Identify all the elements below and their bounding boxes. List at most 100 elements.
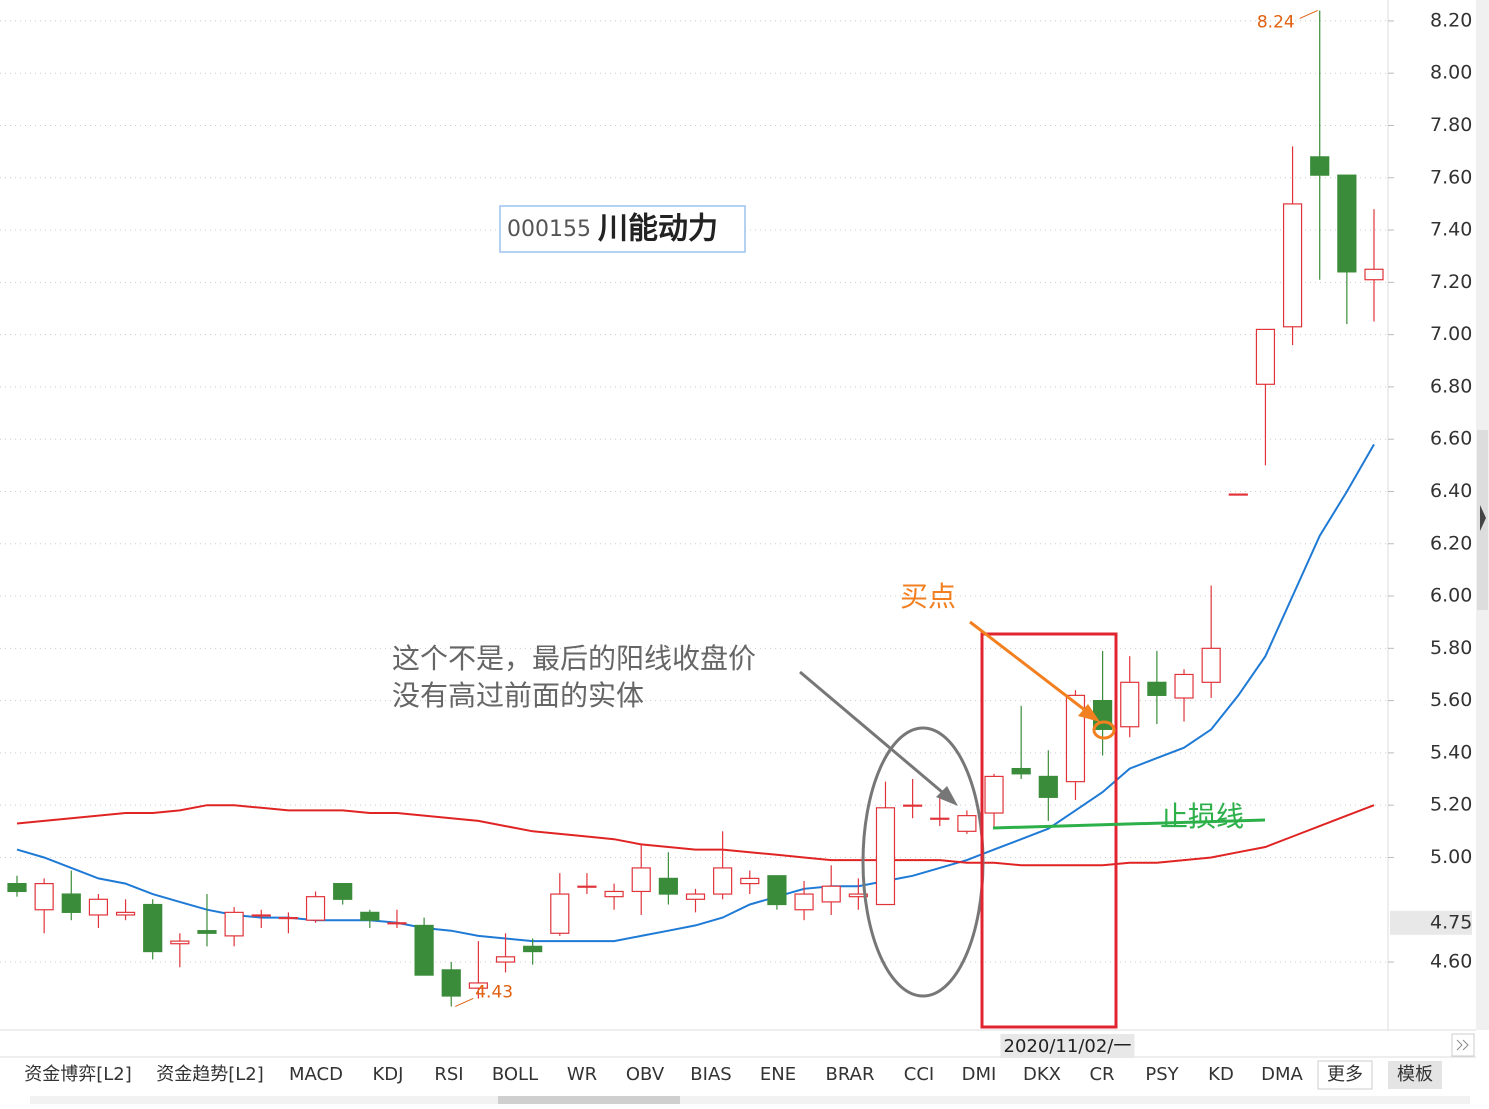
indicator-tab[interactable]: BIAS	[690, 1064, 731, 1085]
indicator-tab[interactable]: PSY	[1145, 1064, 1179, 1085]
template-button[interactable]	[1388, 1061, 1442, 1089]
candle-body	[495, 956, 516, 963]
candle-body	[305, 896, 326, 921]
candle-body	[1282, 203, 1303, 328]
indicator-tab[interactable]: 资金博弈[L2]	[24, 1064, 132, 1085]
more-label[interactable]: 更多	[1327, 1064, 1363, 1085]
candle-body	[794, 893, 814, 911]
note-text: 没有高过前面的实体	[392, 679, 644, 712]
annotation-arrow	[799, 670, 949, 799]
min-label: 4.43	[475, 982, 513, 1002]
stop-loss-line	[992, 818, 1266, 830]
x-tick-label: 2020/11/02/一	[1004, 1036, 1132, 1057]
stock-code: 000155	[507, 217, 591, 242]
indicator-tab[interactable]: KDJ	[373, 1064, 404, 1085]
candle-body	[713, 867, 733, 895]
buy-arrow	[969, 620, 1091, 716]
candle-body	[821, 885, 841, 903]
candle-body	[740, 877, 760, 885]
more-button[interactable]	[1317, 1060, 1373, 1090]
candle-body	[115, 911, 136, 916]
annotation-box	[980, 632, 1118, 1029]
y-tick-label: 7.20	[1430, 271, 1472, 293]
y-tick-label: 7.00	[1430, 323, 1472, 345]
note-text: 这个不是，最后的阳线收盘价	[392, 642, 756, 675]
candle-body	[61, 893, 81, 913]
candle-body	[523, 945, 543, 953]
arrowhead	[1078, 704, 1100, 722]
candle-body	[930, 817, 950, 820]
candle-body	[1065, 694, 1086, 783]
y-tick-label: 8.00	[1430, 62, 1472, 84]
candle-body	[631, 867, 651, 893]
candle-body	[34, 883, 54, 911]
indicator-tab[interactable]: KD	[1208, 1064, 1234, 1085]
candle-body	[1120, 681, 1140, 728]
y-tick-label: 6.00	[1430, 585, 1472, 607]
candle-body	[414, 924, 434, 976]
moving-average	[16, 804, 1375, 867]
buy-point-label: 买点	[900, 580, 956, 613]
indicator-tab[interactable]: 资金趋势[L2]	[156, 1064, 264, 1085]
price-marker: 4.75	[1430, 911, 1472, 933]
template-label[interactable]: 模板	[1397, 1064, 1433, 1085]
plot	[7, 10, 1384, 1007]
candle-body	[658, 877, 678, 895]
h-scroll-thumb[interactable]	[498, 1096, 680, 1104]
candle-body	[848, 893, 868, 898]
y-tick-label: 7.40	[1430, 219, 1472, 241]
indicator-tab[interactable]: ENE	[760, 1064, 796, 1085]
y-tick-label: 4.60	[1430, 951, 1472, 973]
tab-list: 资金博弈[L2] 资金趋势[L2] MACD KDJ RSI BOLL WR OBV BIAS E…	[24, 1064, 1303, 1085]
candle-body	[387, 922, 407, 925]
indicator-tab[interactable]: BOLL	[492, 1064, 538, 1085]
candle-body	[278, 916, 298, 920]
y-tick-label: 7.60	[1430, 166, 1472, 188]
candle-body	[251, 914, 271, 917]
stop-loss-label: 止损线	[1160, 800, 1244, 833]
indicator-tab[interactable]: CCI	[904, 1064, 934, 1085]
price-marker-box	[1390, 910, 1472, 935]
candle-body	[170, 940, 190, 945]
candle-body	[903, 804, 923, 807]
y-tick-label: 8.20	[1430, 9, 1472, 31]
indicator-tab[interactable]: DKX	[1023, 1064, 1061, 1085]
stock-name: 川能动力	[598, 212, 718, 247]
toolbar	[0, 1057, 1476, 1093]
candle-body	[550, 893, 570, 934]
candle-body	[1364, 268, 1384, 281]
candle-body	[604, 890, 624, 898]
candle-body	[7, 883, 27, 893]
max-label: 8.24	[1257, 12, 1295, 32]
expand-button[interactable]	[1451, 1033, 1475, 1057]
indicator-tab[interactable]: WR	[567, 1064, 597, 1085]
y-tick-label: 6.40	[1430, 480, 1472, 502]
candle-body	[685, 893, 706, 900]
candle-body	[577, 885, 597, 888]
h-scroll[interactable]	[30, 1096, 1470, 1104]
indicator-tab[interactable]: DMI	[962, 1064, 997, 1085]
indicator-tab[interactable]: CR	[1089, 1064, 1114, 1085]
indicator-tab[interactable]: BRAR	[826, 1064, 875, 1085]
indicator-tab[interactable]: DMA	[1261, 1064, 1303, 1085]
candle-body	[767, 875, 787, 906]
max-pointer	[1299, 9, 1318, 19]
candle-body	[468, 982, 488, 989]
y-tick-label: 7.80	[1430, 114, 1472, 136]
candle-body	[88, 898, 109, 916]
indicator-tab[interactable]: OBV	[626, 1064, 665, 1085]
side-arrow[interactable]	[1480, 505, 1486, 531]
candle-body	[1255, 328, 1276, 385]
y-tick-label: 6.20	[1430, 532, 1472, 554]
indicator-tab[interactable]: MACD	[289, 1064, 343, 1085]
candle-body	[143, 903, 163, 953]
candle-body	[1201, 647, 1221, 683]
candle-body	[1337, 174, 1357, 273]
indicator-tab[interactable]: RSI	[434, 1064, 463, 1085]
candle-body	[333, 883, 353, 900]
y-tick-label: 6.80	[1430, 375, 1472, 397]
candle-body	[441, 969, 461, 997]
